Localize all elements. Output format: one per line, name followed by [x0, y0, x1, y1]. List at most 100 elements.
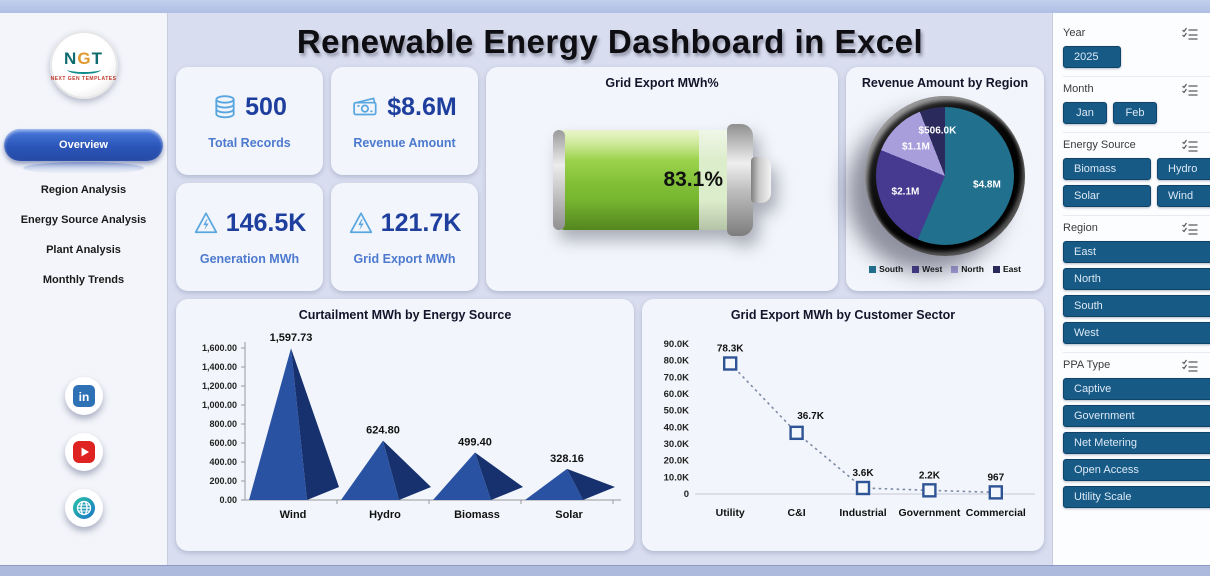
svg-text:967: 967: [987, 472, 1004, 483]
slicer-button-feb[interactable]: Feb: [1113, 102, 1157, 124]
slicer-button-hydro[interactable]: Hydro: [1157, 158, 1210, 180]
svg-text:1,200.00: 1,200.00: [202, 381, 237, 391]
revenue-pie-card: Revenue Amount by Region $4.8M $2.1M $1.1M…: [846, 67, 1044, 291]
multiselect-icon[interactable]: [1182, 83, 1198, 101]
slicer-button-wind[interactable]: Wind: [1157, 185, 1210, 207]
sidebar-item-region-analysis[interactable]: Region Analysis: [40, 184, 127, 196]
slicer-options: Captive Government Net Metering Open Access…: [1063, 378, 1210, 508]
slicer-button-net-metering[interactable]: Net Metering: [1063, 432, 1210, 454]
legend-item: West: [912, 264, 942, 274]
chart-title: Curtailment MWh by Energy Source: [298, 308, 512, 322]
svg-text:3.6K: 3.6K: [852, 468, 874, 479]
svg-text:40.0K: 40.0K: [664, 422, 689, 433]
kpi-label: Revenue Amount: [353, 135, 456, 150]
website-globe-icon[interactable]: [64, 489, 103, 527]
curtailment-pyramid-chart: 0.00 200.00 400.00 600.00 800.00 1,000.00 1,20…: [202, 332, 621, 521]
battery-body: 83.1%: [559, 130, 727, 230]
legend-item: South: [869, 264, 903, 274]
battery-terminal-knob: [751, 157, 771, 203]
svg-text:Solar: Solar: [555, 509, 583, 521]
slicer-button-captive[interactable]: Captive: [1063, 378, 1210, 400]
slicer-button-utility-scale[interactable]: Utility Scale: [1063, 486, 1210, 508]
slicer-button-east[interactable]: East: [1063, 241, 1210, 263]
dashboard-main: Renewable Energy Dashboard in Excel 500 …: [168, 13, 1052, 565]
battery-gauge: 83.1%: [553, 124, 771, 236]
energy-warning-icon: [193, 210, 219, 236]
grid-export-line-card: Grid Export MWh by Customer Sector 0 10.0…: [642, 299, 1044, 551]
legend-swatch: [992, 265, 1000, 273]
legend-item: North: [951, 264, 984, 274]
multiselect-icon[interactable]: [1182, 359, 1198, 377]
slicer-label: Year: [1063, 27, 1086, 39]
svg-text:1,400.00: 1,400.00: [202, 362, 237, 372]
slicer-month: Month Jan Feb: [1063, 76, 1210, 132]
svg-text:78.3K: 78.3K: [717, 344, 744, 355]
battery-left-cap: [553, 130, 565, 230]
svg-text:30.0K: 30.0K: [664, 439, 689, 450]
legend-swatch: [869, 265, 877, 273]
svg-text:Government: Government: [898, 507, 960, 519]
svg-text:90.0K: 90.0K: [664, 339, 689, 350]
slicer-button-solar[interactable]: Solar: [1063, 185, 1151, 207]
svg-text:800.00: 800.00: [209, 419, 237, 429]
kpi-label: Generation MWh: [199, 251, 300, 266]
logo-swoosh: [66, 67, 101, 74]
slicer-button-government[interactable]: Government: [1063, 405, 1210, 427]
svg-text:Utility: Utility: [716, 507, 745, 519]
svg-text:10.0K: 10.0K: [664, 472, 689, 483]
slicer-button-biomass[interactable]: Biomass: [1063, 158, 1151, 180]
multiselect-icon[interactable]: [1182, 27, 1198, 45]
sidebar-item-energy-source-analysis[interactable]: Energy Source Analysis: [20, 214, 147, 226]
kpi-grid-export-mwh: 121.7K Grid Export MWh: [331, 183, 478, 291]
slicer-region: Region East North South West: [1063, 215, 1210, 352]
youtube-icon[interactable]: [64, 433, 103, 471]
sidebar: NGT NEXT GEN TEMPLATES Overview Region A…: [0, 13, 168, 565]
legend-item: East: [992, 264, 1021, 274]
slicer-options: East North South West: [1063, 241, 1210, 344]
svg-text:Commercial: Commercial: [966, 507, 1026, 519]
kpi-total-records: 500 Total Records: [176, 67, 323, 175]
sidebar-item-monthly-trends[interactable]: Monthly Trends: [42, 274, 125, 286]
pie-slice-label: $1.1M: [901, 141, 930, 153]
slicer-button-south[interactable]: South: [1063, 295, 1210, 317]
slicer-button-2025[interactable]: 2025: [1063, 46, 1121, 68]
kpi-value: 500: [245, 92, 287, 121]
svg-text:200.00: 200.00: [209, 476, 237, 486]
sidebar-nav: Overview Region Analysis Energy Source A…: [0, 129, 167, 295]
kpi-value: $8.6M: [387, 92, 457, 121]
top-bar: [0, 0, 1210, 13]
slicer-button-jan[interactable]: Jan: [1063, 102, 1107, 124]
sidebar-item-plant-analysis[interactable]: Plant Analysis: [46, 244, 121, 256]
kpi-value: 146.5K: [225, 208, 307, 237]
pie-slice-label: $2.1M: [891, 186, 920, 198]
svg-text:328.16: 328.16: [550, 453, 584, 465]
svg-text:400.00: 400.00: [209, 457, 237, 467]
energy-warning-icon: [348, 210, 374, 236]
svg-text:0: 0: [684, 489, 689, 500]
chart-title: Revenue Amount by Region: [861, 76, 1029, 90]
curtailment-chart-card: Curtailment MWh by Energy Source 0.00 200…: [176, 299, 634, 551]
slicer-button-open-access[interactable]: Open Access: [1063, 459, 1210, 481]
cash-icon: [352, 94, 380, 120]
slicer-panel: Year 2025 Month Jan Feb Energy Source Biomass H…: [1052, 13, 1210, 565]
pie-chart-ring: $4.8M $2.1M $1.1M $506.0K: [865, 96, 1025, 256]
multiselect-icon[interactable]: [1182, 139, 1198, 157]
ngt-logo: NGT NEXT GEN TEMPLATES: [49, 31, 118, 99]
legend-swatch: [912, 265, 920, 273]
svg-text:600.00: 600.00: [209, 438, 237, 448]
slicer-label: Energy Source: [1063, 139, 1136, 151]
svg-text:Industrial: Industrial: [839, 507, 886, 519]
pie-slice-label: $4.8M: [973, 179, 1001, 191]
slicer-year: Year 2025: [1063, 21, 1210, 76]
slicer-button-north[interactable]: North: [1063, 268, 1210, 290]
slicer-options: 2025: [1063, 46, 1210, 68]
linkedin-icon[interactable]: in: [64, 377, 103, 415]
slicer-button-west[interactable]: West: [1063, 322, 1210, 344]
kpi-label: Grid Export MWh: [353, 251, 456, 266]
pie-slice-label: $506.0K: [918, 125, 957, 137]
slicer-label: Month: [1063, 83, 1094, 95]
kpi-label: Total Records: [208, 135, 291, 150]
sidebar-item-overview[interactable]: Overview: [4, 129, 163, 174]
page-title: Renewable Energy Dashboard in Excel: [296, 23, 924, 60]
multiselect-icon[interactable]: [1182, 222, 1198, 240]
